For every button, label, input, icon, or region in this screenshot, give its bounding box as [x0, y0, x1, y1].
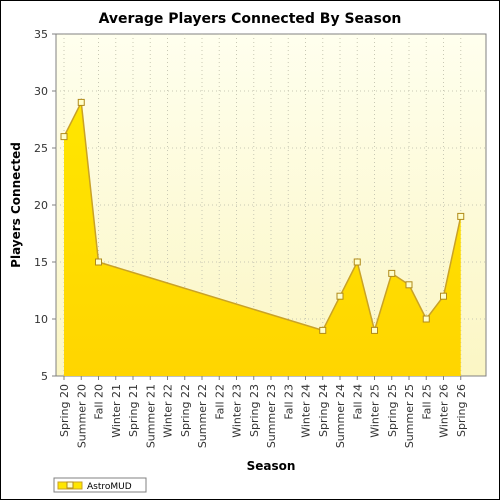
data-point [319, 326, 327, 334]
x-tick-label: Fall 25 [420, 384, 433, 420]
data-point [388, 269, 396, 277]
x-tick-label: Spring 21 [127, 384, 140, 437]
data-point [440, 292, 447, 300]
y-tick-label: 25 [34, 142, 48, 155]
area-series [63, 99, 462, 377]
x-tick-label: Winter 23 [231, 384, 244, 438]
x-tick-label: Spring 25 [386, 384, 399, 437]
x-tick-label: Winter 26 [438, 384, 451, 438]
legend-marker [66, 481, 74, 489]
x-tick-label: Fall 23 [282, 384, 295, 420]
data-point [95, 258, 102, 266]
x-tick-label: Winter 21 [110, 384, 123, 438]
series-area-fill [64, 102, 461, 377]
x-tick-label: Summer 23 [265, 384, 278, 448]
data-markers [60, 98, 465, 334]
x-axis: Spring 20 Summer 20 Fall 20 Winter 21 Spring… [58, 376, 468, 448]
y-tick-label: 35 [34, 28, 48, 41]
data-point [77, 98, 85, 106]
x-tick-label: Spring 24 [317, 384, 330, 437]
y-axis-label: Players Connected [9, 142, 23, 268]
x-tick-label: Spring 26 [455, 384, 468, 437]
chart-title: Average Players Connected By Season [99, 11, 402, 27]
data-point [405, 281, 413, 289]
y-axis: 5 10 15 20 25 30 35 [34, 28, 56, 383]
x-tick-label: Spring 23 [248, 384, 261, 437]
x-tick-label: Fall 24 [351, 384, 364, 420]
y-tick-label: 30 [34, 85, 48, 98]
data-point [60, 133, 68, 141]
x-tick-label: Winter 22 [162, 384, 175, 438]
y-tick-label: 20 [34, 199, 48, 212]
x-tick-label: Summer 21 [144, 384, 157, 448]
data-point [422, 315, 430, 323]
x-tick-label: Fall 20 [93, 384, 106, 420]
y-tick-label: 15 [34, 256, 48, 269]
x-tick-label: Summer 20 [75, 384, 88, 448]
y-tick-label: 10 [34, 313, 48, 326]
data-point [353, 258, 361, 266]
x-tick-label: Summer 22 [196, 384, 209, 448]
x-tick-label: Winter 24 [300, 384, 313, 438]
data-point [371, 326, 378, 334]
data-point [457, 212, 465, 220]
y-tick-label: 5 [41, 370, 48, 383]
x-tick-label: Summer 24 [334, 384, 347, 448]
x-axis-label: Season [247, 459, 296, 473]
x-tick-label: Winter 25 [369, 384, 382, 438]
series-line [63, 99, 462, 334]
x-tick-label: Summer 25 [403, 384, 416, 448]
legend: AstroMUD [53, 477, 147, 493]
x-tick-label: Fall 22 [213, 384, 226, 420]
x-tick-label: Spring 20 [58, 384, 71, 437]
x-tick-label: Spring 22 [179, 384, 192, 437]
data-point [336, 292, 344, 300]
legend-label: AstroMUD [87, 482, 132, 492]
